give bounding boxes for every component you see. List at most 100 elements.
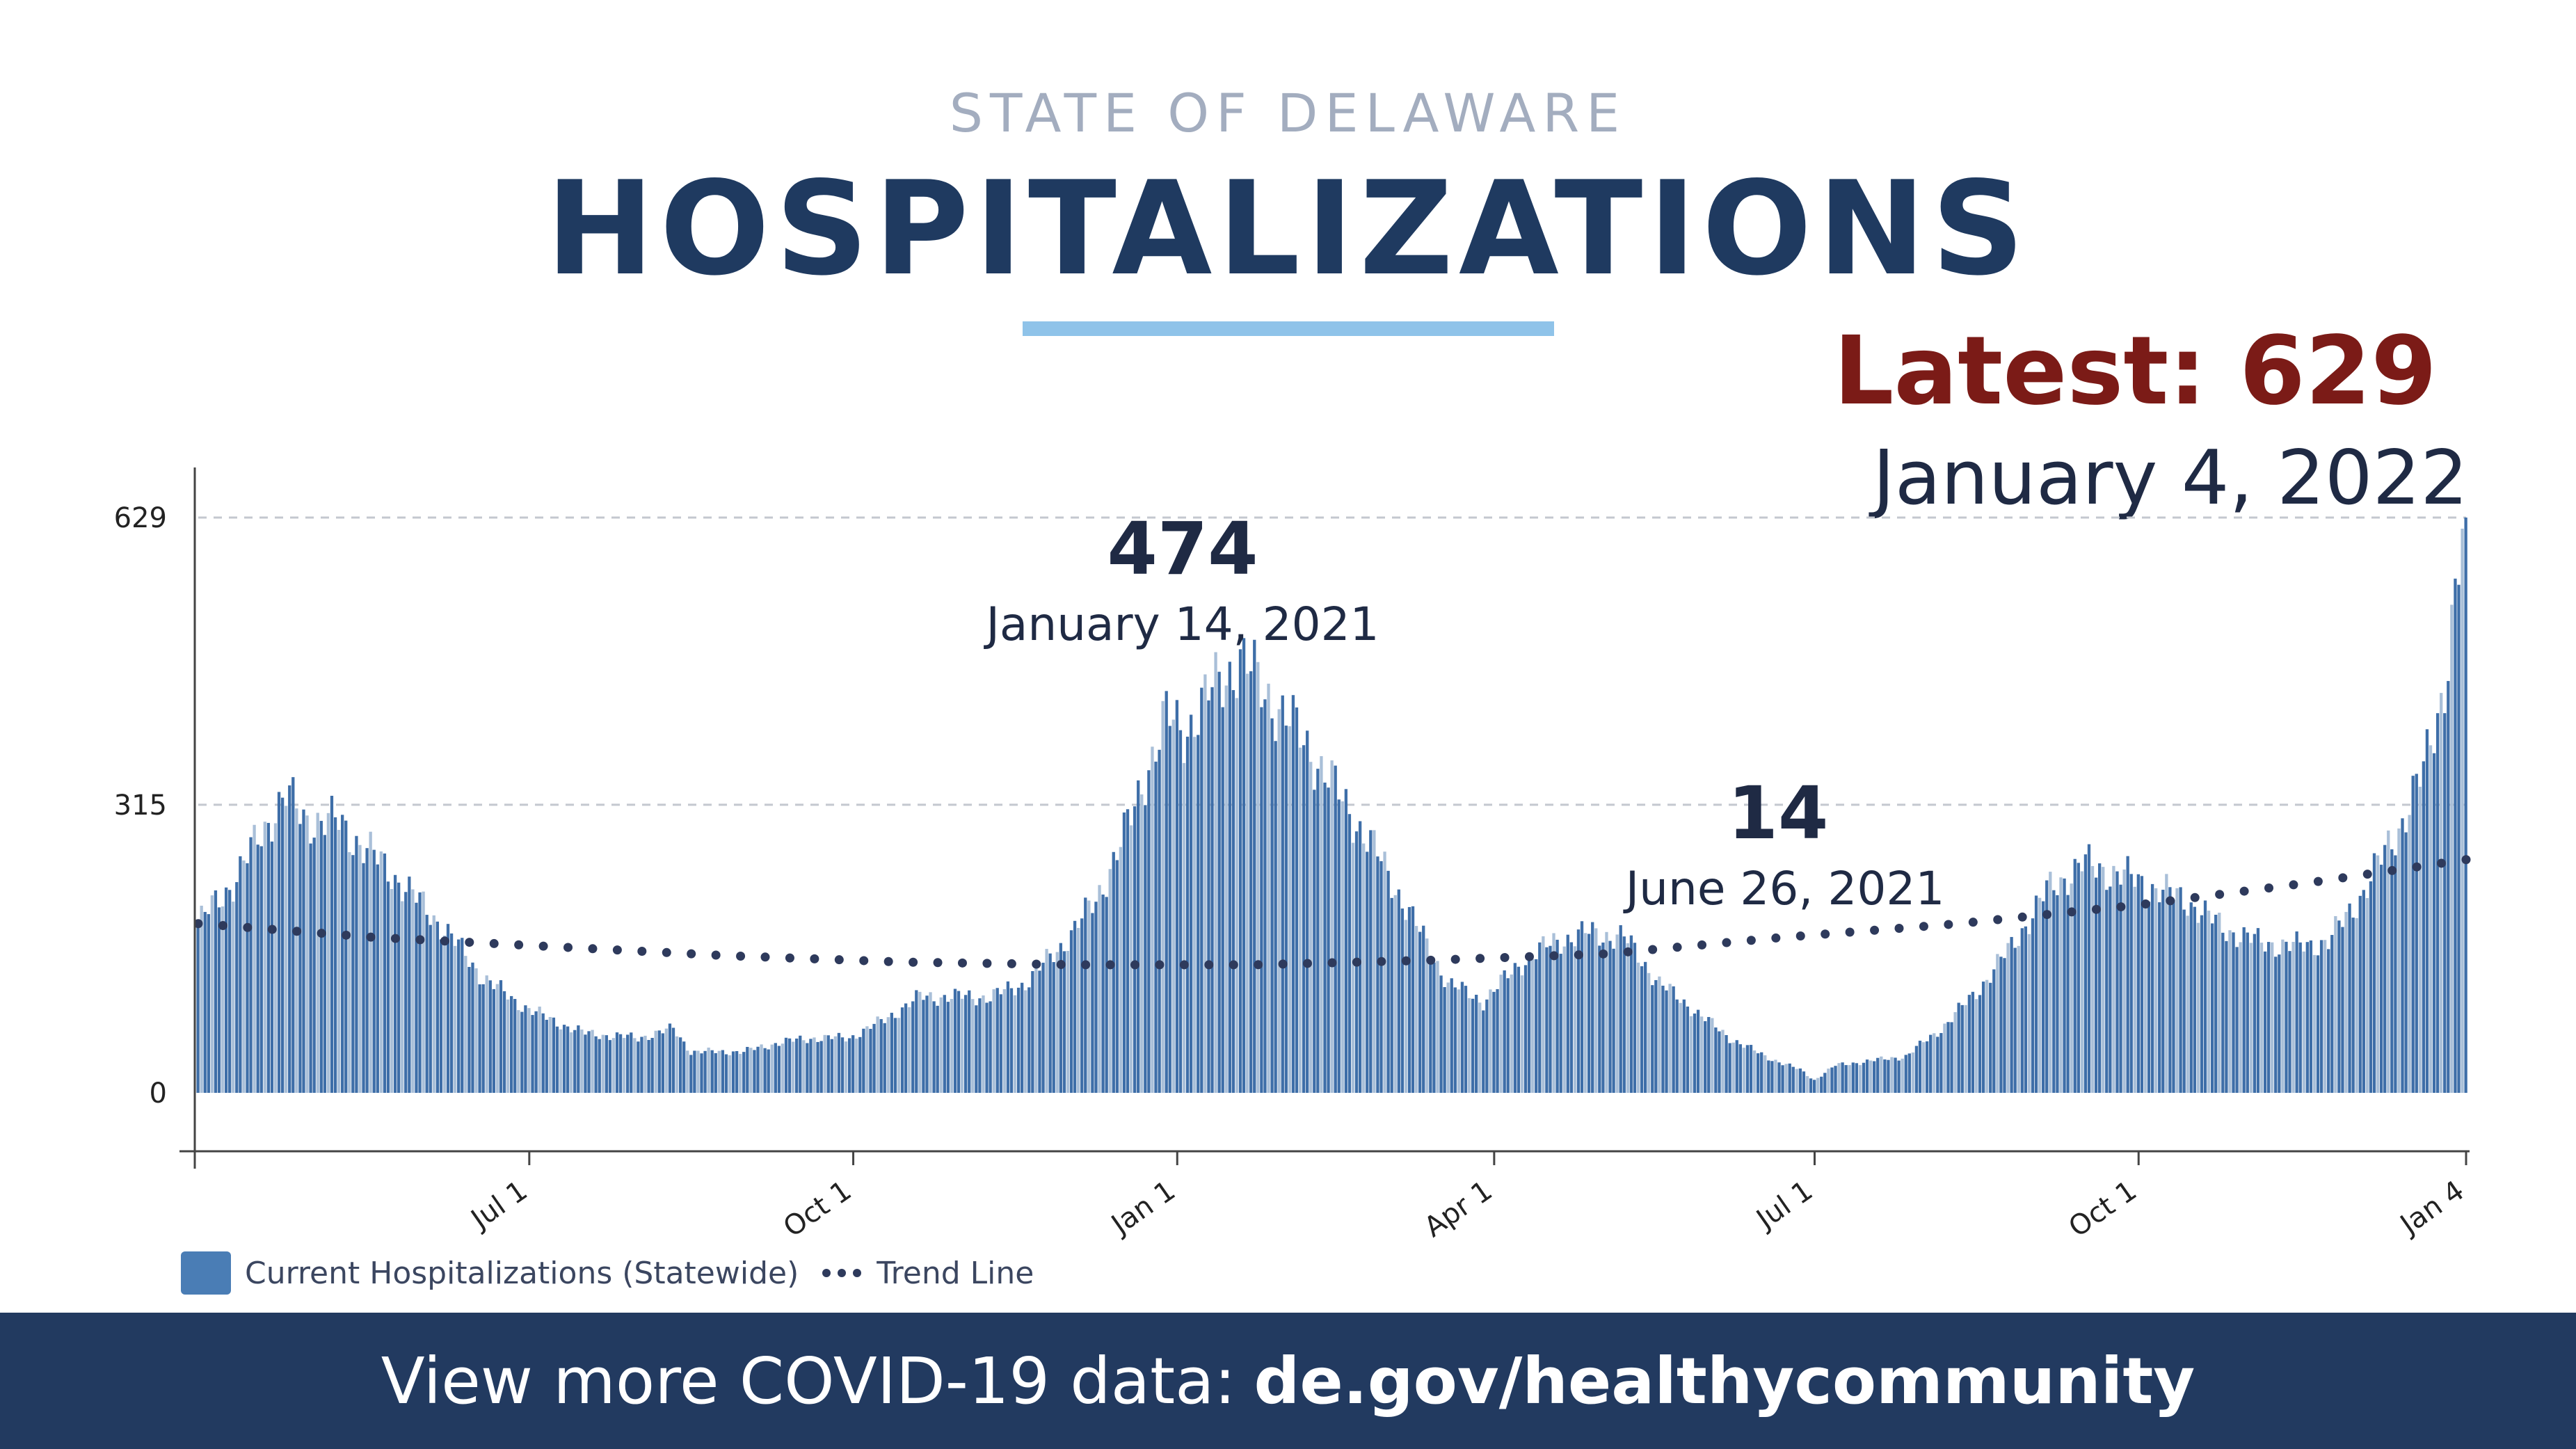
footer-link[interactable]: de.gov/healthycommunity (1254, 1343, 2195, 1418)
bar (1467, 998, 1471, 1093)
bar (2147, 902, 2151, 1093)
bar (2387, 830, 2390, 1093)
bar (1151, 746, 1154, 1093)
bar (787, 1038, 792, 1093)
bar (1798, 1068, 1802, 1093)
trend-point (1327, 958, 1337, 968)
bar (1122, 812, 1126, 1093)
bar (316, 812, 319, 1093)
bar (2087, 844, 2091, 1093)
bar (2285, 941, 2288, 1093)
bar (1009, 988, 1014, 1093)
bar (481, 984, 485, 1093)
bar (577, 1025, 580, 1093)
bar (2464, 518, 2467, 1093)
bar (474, 968, 478, 1093)
bar (1460, 982, 1464, 1093)
bar (1622, 936, 1626, 1093)
trend-point (1204, 960, 1214, 970)
bar (1795, 1068, 1798, 1093)
bar (714, 1052, 717, 1093)
bar (847, 1038, 851, 1093)
bar (1503, 970, 1506, 1093)
bar (570, 1032, 573, 1093)
bar (323, 835, 327, 1093)
bar (2259, 943, 2264, 1093)
bar (270, 841, 274, 1093)
bar (365, 848, 369, 1093)
bar (2115, 871, 2119, 1093)
bar (710, 1050, 714, 1093)
bar (1914, 1046, 1919, 1093)
bar (2337, 920, 2341, 1093)
bar (975, 1005, 978, 1093)
bar (2013, 947, 2017, 1093)
bar (541, 1013, 545, 1093)
bar (2312, 954, 2317, 1093)
bar (1774, 1059, 1777, 1093)
bar (1513, 963, 1517, 1093)
bar (633, 1038, 637, 1093)
bar (2394, 855, 2397, 1093)
bar (200, 905, 203, 1093)
bar (869, 1029, 872, 1093)
bar (739, 1054, 742, 1093)
bar (2228, 930, 2232, 1093)
bar (908, 1007, 911, 1093)
bar (2351, 918, 2355, 1093)
bar (1260, 707, 1263, 1093)
bar (217, 907, 221, 1093)
bar (2038, 897, 2042, 1093)
bar (326, 812, 330, 1093)
trend-point (538, 941, 548, 951)
latest-date-label: January 4, 2022 (1873, 435, 2468, 522)
bar (929, 992, 932, 1093)
bar (1788, 1063, 1791, 1093)
bar (1320, 756, 1323, 1093)
bar (2302, 951, 2305, 1093)
bar (1545, 947, 1549, 1093)
bar (228, 890, 232, 1093)
bar (386, 881, 390, 1093)
bar (862, 1028, 865, 1093)
bar (1971, 991, 1975, 1093)
bar (1770, 1061, 1774, 1093)
bar (221, 906, 225, 1093)
bar (925, 995, 929, 1093)
bar (2090, 865, 2095, 1093)
bar (1347, 814, 1352, 1093)
bar (802, 1040, 806, 1093)
bar (1756, 1053, 1760, 1093)
bar (1175, 700, 1179, 1093)
bar-series (196, 518, 2467, 1093)
bar (235, 882, 239, 1093)
bar (678, 1037, 682, 1093)
bar (1362, 843, 1366, 1093)
trend-point (810, 954, 819, 963)
bar (1883, 1059, 1887, 1093)
bar (1422, 925, 1425, 1093)
bar (1034, 965, 1038, 1093)
bar (664, 1028, 669, 1093)
trend-point (2042, 910, 2052, 920)
bar (1482, 1010, 1485, 1093)
trend-point (2166, 896, 2175, 906)
trend-point (957, 958, 967, 968)
bar (1330, 760, 1334, 1093)
bar (2341, 927, 2344, 1093)
bar (1615, 934, 1619, 1093)
bar (534, 1011, 538, 1093)
bar (2027, 934, 2031, 1093)
bar (390, 889, 394, 1093)
bar (1115, 860, 1119, 1093)
bar (598, 1039, 601, 1093)
bar (989, 1001, 992, 1093)
bar (298, 824, 302, 1093)
bar (806, 1043, 809, 1093)
bar (1334, 765, 1337, 1093)
bar (1475, 995, 1478, 1093)
bar (1168, 726, 1171, 1093)
trend-point (1574, 950, 1583, 960)
bar (2235, 947, 2239, 1093)
bar (376, 864, 379, 1093)
